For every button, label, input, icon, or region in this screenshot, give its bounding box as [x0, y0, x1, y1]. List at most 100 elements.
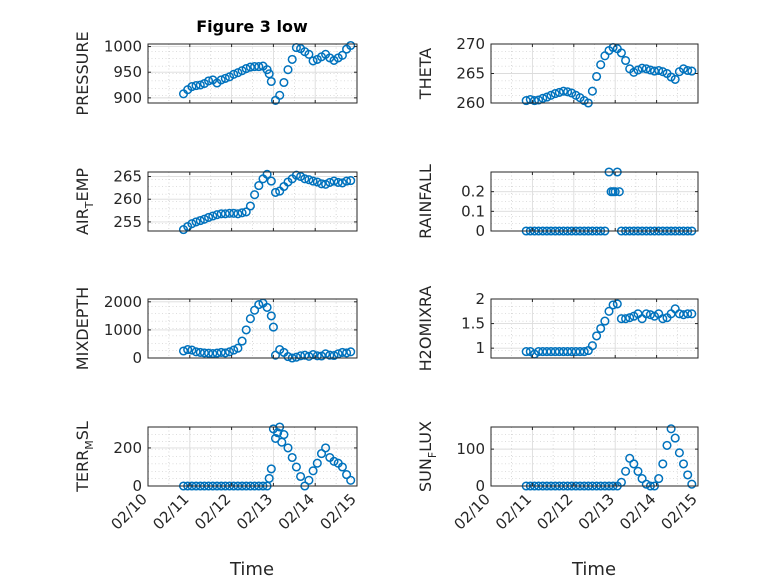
data-point: [521, 347, 531, 357]
data-point: [346, 347, 356, 357]
data-point: [199, 348, 209, 358]
data-point: [250, 62, 260, 72]
data-point: [195, 347, 205, 357]
data-point: [283, 65, 293, 75]
data-point: [321, 179, 331, 189]
data-point: [641, 479, 651, 489]
data-point: [600, 316, 610, 326]
axes-frame: [490, 171, 699, 232]
data-point: [178, 346, 189, 356]
x-axis-label-left: Time: [229, 559, 274, 580]
data-point: [604, 306, 614, 316]
data-point: [308, 176, 318, 186]
y-axis-label: H2OMIXRA: [416, 286, 435, 372]
data-point: [608, 300, 618, 310]
data-point: [654, 474, 664, 484]
y-tick-label: 265: [113, 168, 142, 186]
data-point: [208, 211, 218, 221]
data-point: [670, 433, 680, 443]
data-point: [220, 348, 230, 358]
data-point: [637, 474, 647, 484]
y-tick-label: 1: [475, 339, 485, 357]
data-point: [220, 73, 230, 83]
data-point: [283, 443, 293, 453]
data-point: [529, 96, 540, 106]
data-point: [683, 309, 693, 319]
data-point: [304, 49, 314, 59]
y-axis-label: SUNFLUX: [416, 421, 439, 492]
data-point: [287, 54, 297, 64]
data-point: [662, 440, 672, 450]
y-axis-label: TERRMSL: [73, 421, 96, 493]
data-point: [316, 179, 327, 189]
data-point: [262, 169, 272, 179]
data-point: [266, 464, 276, 474]
subplot-4: 0 1000 2000 MIXDEPTH: [73, 287, 358, 370]
data-point: [558, 86, 569, 96]
data-point: [254, 181, 264, 191]
data-point: [266, 176, 276, 186]
data-point: [208, 348, 218, 359]
data-point: [191, 347, 201, 357]
y-tick-label: 0.1: [461, 202, 485, 220]
data-point: [308, 466, 318, 476]
data-point: [579, 347, 589, 357]
y-tick-label: 260: [456, 94, 485, 112]
data-point: [300, 174, 310, 184]
data-point: [550, 89, 560, 99]
y-tick-label: 0: [475, 222, 485, 240]
y-axis-label: PRESSURE: [73, 31, 92, 115]
data-point: [612, 299, 622, 309]
y-tick-label: 260: [113, 190, 142, 208]
data-point: [233, 68, 243, 78]
data-point: [224, 347, 235, 357]
data-point: [654, 65, 664, 76]
data-point: [312, 458, 322, 468]
data-point: [191, 81, 201, 91]
data-point: [658, 459, 668, 469]
data-point: [312, 351, 322, 361]
data-point: [241, 64, 251, 74]
data-point: [670, 74, 680, 84]
y-tick-label: 1000: [104, 38, 142, 56]
data-point: [204, 348, 214, 358]
data-point: [304, 351, 314, 361]
data-point: [325, 350, 335, 360]
y-tick-label: 0: [132, 477, 142, 495]
data-point: [270, 350, 281, 360]
data-point: [187, 345, 197, 355]
data-point: [279, 77, 289, 88]
data-point: [241, 207, 251, 217]
data-point: [291, 352, 301, 362]
data-point: [575, 347, 585, 357]
y-tick-label: 950: [113, 63, 142, 81]
y-tick-label: 900: [113, 89, 142, 107]
y-tick-label: 1000: [104, 321, 142, 339]
data-point: [346, 176, 356, 186]
data-point: [245, 62, 255, 72]
data-point: [233, 343, 243, 353]
data-point: [329, 456, 339, 466]
data-point: [641, 309, 651, 319]
data-point: [308, 56, 318, 66]
y-tick-label: 255: [113, 213, 142, 231]
data-point: [592, 331, 602, 341]
data-point: [245, 314, 255, 324]
subplot-1: 260 265 270 THETA: [416, 35, 699, 112]
data-point: [637, 63, 647, 73]
data-point: [191, 217, 201, 227]
data-point: [616, 314, 626, 324]
y-axis-label: THETA: [416, 48, 435, 100]
data-point: [262, 302, 272, 312]
data-point: [337, 178, 347, 188]
y-tick-label: 200: [113, 439, 142, 457]
data-point: [621, 55, 631, 66]
y-axis-label: MIXDEPTH: [73, 287, 92, 370]
subplot-0: 900 950 1000 PRESSURE: [73, 31, 358, 116]
data-point: [587, 86, 597, 96]
data-point: [687, 309, 697, 319]
data-point: [325, 177, 335, 187]
data-point: [342, 176, 352, 186]
data-point: [687, 479, 697, 489]
axes-frame: [490, 426, 699, 487]
